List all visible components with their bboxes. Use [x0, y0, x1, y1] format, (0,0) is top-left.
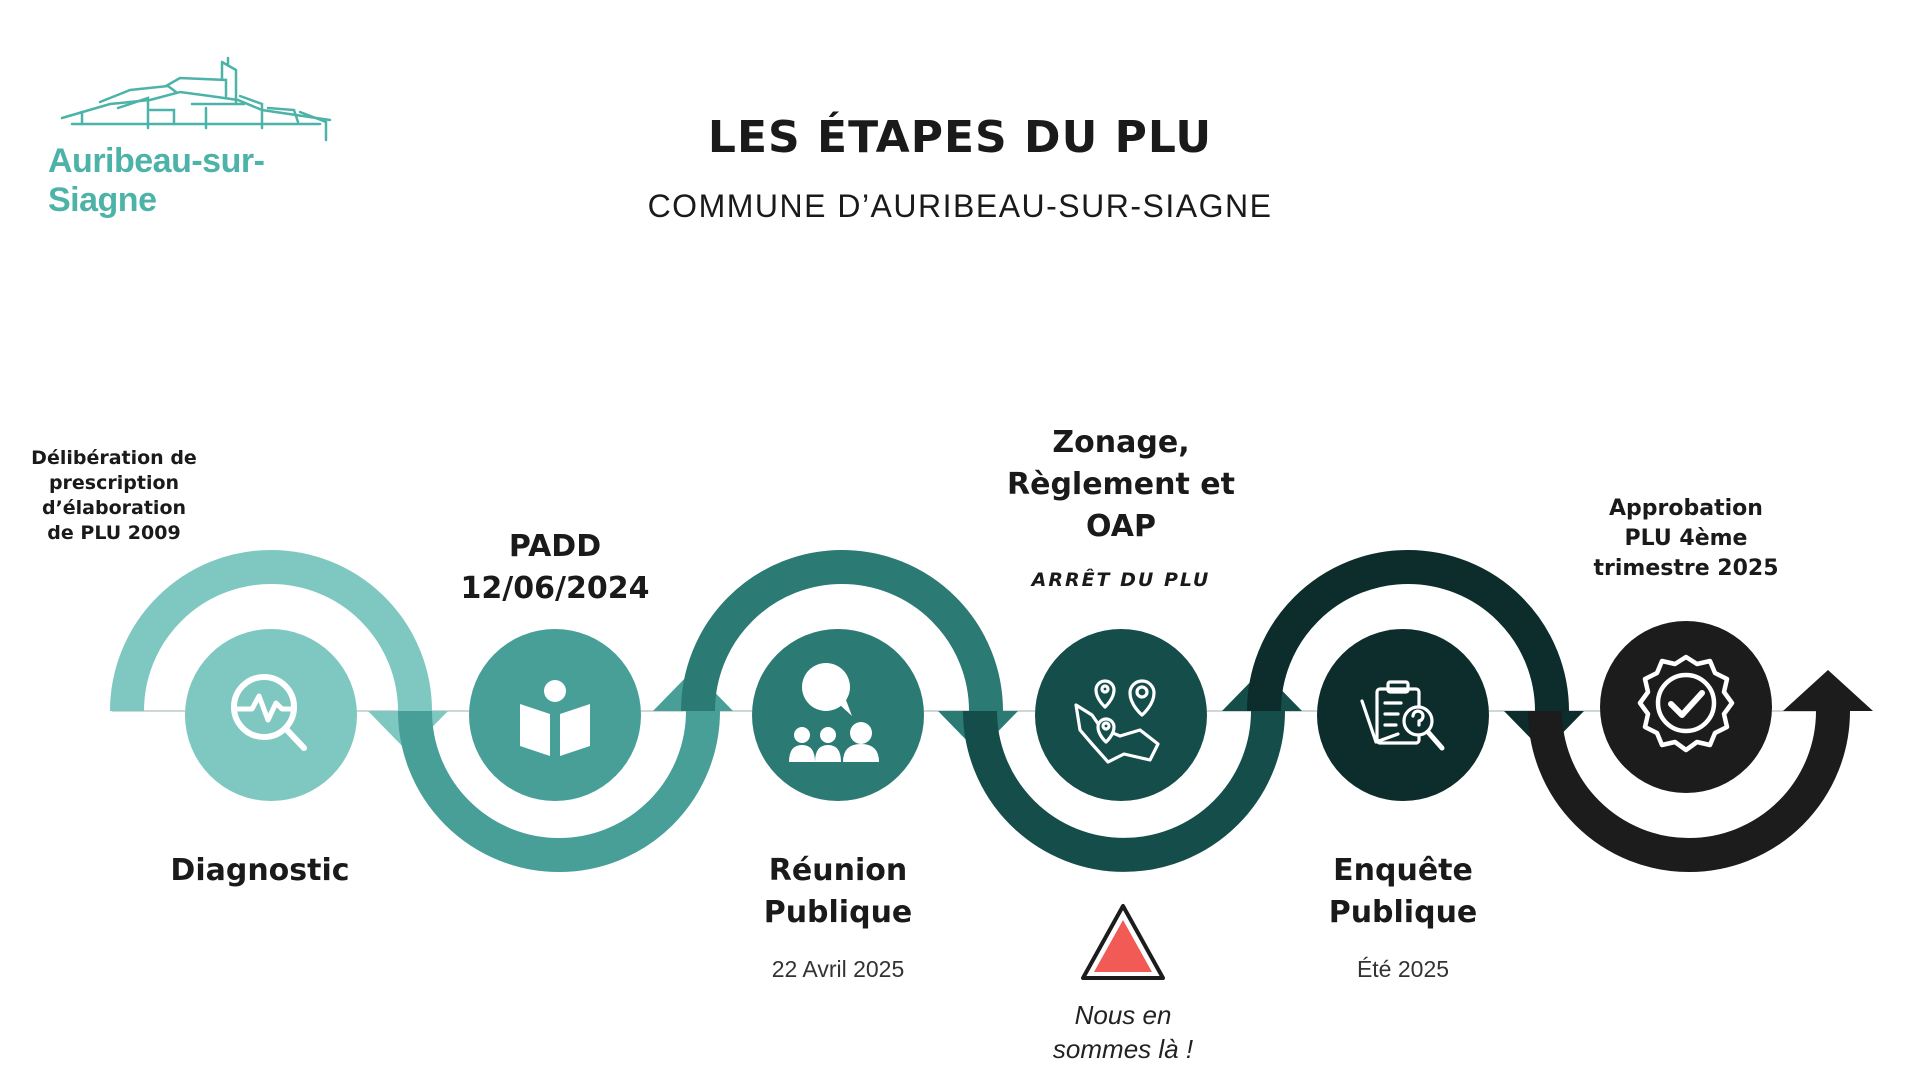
label-line: Approbation [1609, 496, 1763, 521]
step-note-diagnostic: Délibération de prescription d’élaborati… [14, 446, 214, 546]
note-line: prescription [48, 472, 180, 494]
step-circle-zonage [1035, 629, 1207, 801]
arc-reunion [681, 550, 1003, 712]
label-line: OAP [1086, 509, 1156, 544]
arc-enquete [1247, 550, 1569, 712]
note-line: d’élaboration [41, 497, 187, 519]
step-date-enquete: Été 2025 [1356, 956, 1450, 982]
magnifier-pulse-icon [231, 674, 307, 751]
label-line: Publique [763, 895, 913, 930]
logo-wordmark: Auribeau-sur-Siagne [48, 142, 265, 219]
map-pins-icon [1074, 679, 1160, 764]
note-line: Délibération de [31, 447, 197, 469]
village-skyline-logo [60, 56, 332, 142]
step-label-approbation: Approbation PLU 4ème trimestre 2025 [1556, 494, 1816, 584]
page-title: LES ÉTAPES DU PLU [707, 112, 1213, 163]
page-subtitle: COMMUNE D’AURIBEAU-SUR-SIAGNE [647, 188, 1273, 224]
label-line: Zonage, [1052, 425, 1190, 460]
step-circle-padd [469, 629, 641, 801]
arrow-up-final [1783, 670, 1873, 711]
step-date-padd: 12/06/2024 [460, 571, 650, 606]
label-line: trimestre 2025 [1593, 556, 1779, 581]
label-line: Règlement et [1007, 467, 1235, 502]
label-line: Publique [1328, 895, 1478, 930]
step-label-enquete: Enquête Publique [1278, 850, 1528, 934]
open-book-reader-icon [520, 680, 590, 756]
step-label-diagnostic: Diagnostic [170, 853, 350, 888]
step-label-padd: PADD 12/06/2024 [415, 526, 695, 610]
marker-line: Nous en [1074, 1000, 1172, 1030]
step-date-reunion: 22 Avril 2025 [771, 956, 905, 982]
arc-zonage [963, 710, 1285, 872]
step-label-zonage: Zonage, Règlement et OAP [961, 422, 1281, 548]
marker-line: sommes là ! [1052, 1034, 1194, 1064]
label-line: Réunion [768, 853, 908, 888]
step-circle-enquete [1317, 629, 1489, 801]
step-sublabel-arret: ARRÊT DU PLU [1031, 569, 1211, 591]
step-label-reunion: Réunion Publique [713, 850, 963, 934]
arc-approbation [1528, 710, 1850, 872]
label-line: PADD [508, 529, 602, 564]
note-line: de PLU 2009 [47, 522, 181, 544]
label-line: Enquête [1333, 853, 1473, 888]
red-triangle-marker-icon [1081, 904, 1165, 980]
certified-check-badge-icon [1637, 654, 1735, 753]
step-circle-reunion [752, 629, 924, 801]
public-meeting-icon [789, 663, 879, 762]
arc-diagnostic [110, 550, 432, 712]
label-line: PLU 4ème [1624, 526, 1748, 551]
arc-padd [398, 710, 720, 872]
clipboard-search-icon [1360, 680, 1445, 751]
current-stage-text: Nous en sommes là ! [998, 998, 1248, 1066]
